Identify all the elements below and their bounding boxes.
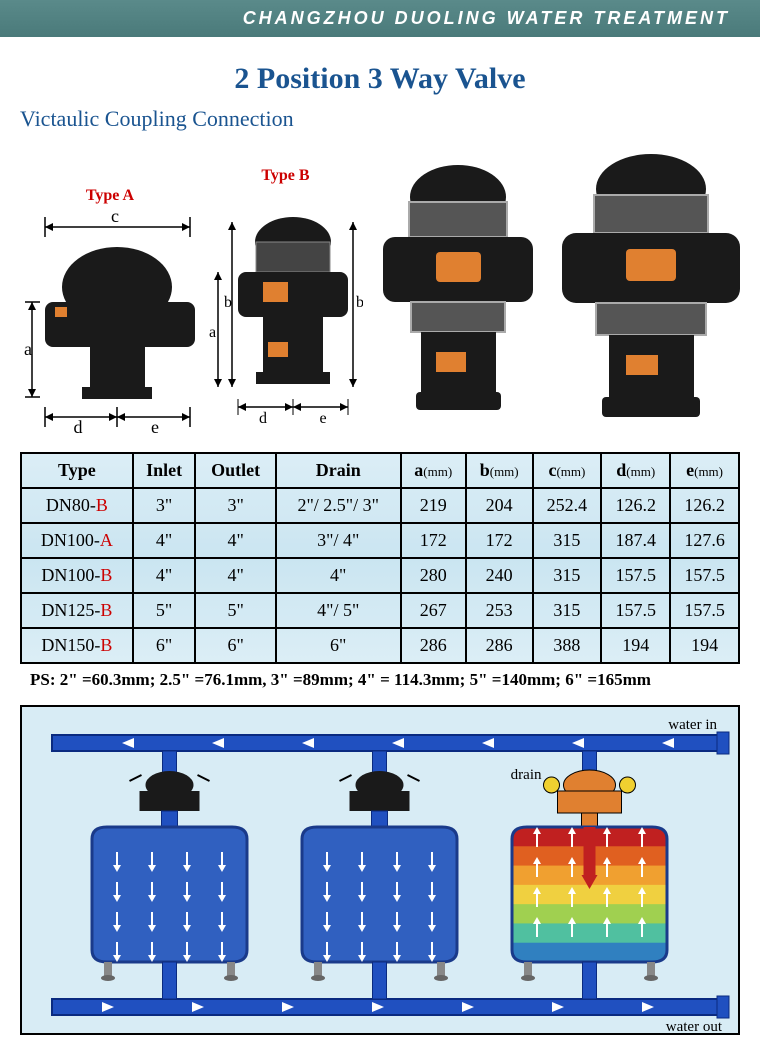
- cell: 2"/ 2.5"/ 3": [276, 488, 401, 523]
- type-a-label: Type A: [20, 187, 200, 205]
- dim-b-b: b: [224, 294, 232, 311]
- cell: 157.5: [601, 593, 670, 628]
- col-8: e(mm): [670, 453, 739, 488]
- cell: 127.6: [670, 523, 739, 558]
- cell: 6": [195, 628, 275, 663]
- col-7: d(mm): [601, 453, 670, 488]
- table-row: DN100-A4"4"3"/ 4"172172315187.4127.6: [21, 523, 739, 558]
- cell: 240: [466, 558, 533, 593]
- dim-d-b: d: [259, 410, 267, 427]
- cell: 172: [401, 523, 466, 558]
- drain-label: drain: [511, 767, 542, 783]
- valve-photo-2: [554, 137, 749, 437]
- cell: 388: [533, 628, 602, 663]
- cell: 252.4: [533, 488, 602, 523]
- col-5: b(mm): [466, 453, 533, 488]
- cell: 126.2: [601, 488, 670, 523]
- cell: 5": [195, 593, 275, 628]
- cell: 194: [601, 628, 670, 663]
- cell: 157.5: [670, 558, 739, 593]
- dim-e-b: e: [319, 410, 326, 427]
- main-content: 2 Position 3 Way Valve Victaulic Couplin…: [0, 62, 760, 1055]
- ps-note: PS: 2" =60.3mm; 2.5" =76.1mm, 3" =89mm; …: [30, 670, 740, 690]
- water-in-label: water in: [668, 717, 717, 733]
- cell: 4": [133, 558, 196, 593]
- col-6: c(mm): [533, 453, 602, 488]
- header-text: CHANGZHOU DUOLING WATER TREATMENT: [243, 8, 730, 28]
- cell: DN100-B: [21, 558, 133, 593]
- cell: 286: [466, 628, 533, 663]
- dim-a: a: [24, 339, 32, 359]
- cell: DN125-B: [21, 593, 133, 628]
- flow-diagram-svg: water in water out drain: [22, 707, 738, 1033]
- cell: DN80-B: [21, 488, 133, 523]
- col-1: Inlet: [133, 453, 196, 488]
- cell: 219: [401, 488, 466, 523]
- cell: 126.2: [670, 488, 739, 523]
- dim-a-b: a: [209, 324, 216, 341]
- cell: 4": [195, 558, 275, 593]
- cell: 5": [133, 593, 196, 628]
- drain-tank: [512, 827, 667, 963]
- type-a-drawing: c a: [20, 207, 200, 437]
- type-b-drawing: a b b d e: [208, 187, 363, 437]
- dim-e: e: [151, 417, 159, 437]
- page-title: 2 Position 3 Way Valve: [20, 62, 740, 96]
- cell: 267: [401, 593, 466, 628]
- table-row: DN125-B5"5"4"/ 5"267253315157.5157.5: [21, 593, 739, 628]
- valve-photo-1: [371, 147, 546, 437]
- types-row: Type A c a: [20, 137, 740, 437]
- cell: 4": [276, 558, 401, 593]
- header-bar: CHANGZHOU DUOLING WATER TREATMENT: [0, 0, 760, 37]
- page-subtitle: Victaulic Coupling Connection: [20, 106, 740, 132]
- spec-table: TypeInletOutletDraina(mm)b(mm)c(mm)d(mm)…: [20, 452, 740, 664]
- cell: 4": [195, 523, 275, 558]
- table-row: DN80-B3"3"2"/ 2.5"/ 3"219204252.4126.212…: [21, 488, 739, 523]
- col-3: Drain: [276, 453, 401, 488]
- cell: 286: [401, 628, 466, 663]
- table-row: DN150-B6"6"6"286286388194194: [21, 628, 739, 663]
- cell: 6": [276, 628, 401, 663]
- cell: 187.4: [601, 523, 670, 558]
- cell: 6": [133, 628, 196, 663]
- filter-valve: [130, 771, 210, 827]
- cell: 172: [466, 523, 533, 558]
- table-row: DN100-B4"4"4"280240315157.5157.5: [21, 558, 739, 593]
- cell: 157.5: [601, 558, 670, 593]
- cell: 315: [533, 558, 602, 593]
- spec-section: TypeInletOutletDraina(mm)b(mm)c(mm)d(mm)…: [20, 452, 740, 664]
- cell: 194: [670, 628, 739, 663]
- filter-valve: [340, 771, 420, 827]
- cell: 280: [401, 558, 466, 593]
- cell: DN100-A: [21, 523, 133, 558]
- type-b-block: Type B a b: [208, 167, 363, 437]
- col-4: a(mm): [401, 453, 466, 488]
- valve-photo-1-svg: [371, 147, 546, 432]
- cell: 3"/ 4": [276, 523, 401, 558]
- table-header: TypeInletOutletDraina(mm)b(mm)c(mm)d(mm)…: [21, 453, 739, 488]
- drain-valve: [544, 770, 636, 827]
- water-out-label: water out: [666, 1019, 723, 1033]
- valve-photo-2-svg: [554, 137, 749, 432]
- cell: 4"/ 5": [276, 593, 401, 628]
- cell: 315: [533, 593, 602, 628]
- type-b-label: Type B: [208, 167, 363, 185]
- cell: 253: [466, 593, 533, 628]
- dim-d: d: [74, 417, 83, 437]
- cell: 204: [466, 488, 533, 523]
- cell: 3": [133, 488, 196, 523]
- cell: 157.5: [670, 593, 739, 628]
- col-2: Outlet: [195, 453, 275, 488]
- flow-diagram: water in water out drain: [20, 705, 740, 1035]
- col-0: Type: [21, 453, 133, 488]
- type-a-block: Type A c a: [20, 187, 200, 437]
- cell: DN150-B: [21, 628, 133, 663]
- cell: 4": [133, 523, 196, 558]
- dim-c: c: [111, 207, 119, 226]
- dim-b-right: b: [356, 294, 363, 311]
- cell: 315: [533, 523, 602, 558]
- cell: 3": [195, 488, 275, 523]
